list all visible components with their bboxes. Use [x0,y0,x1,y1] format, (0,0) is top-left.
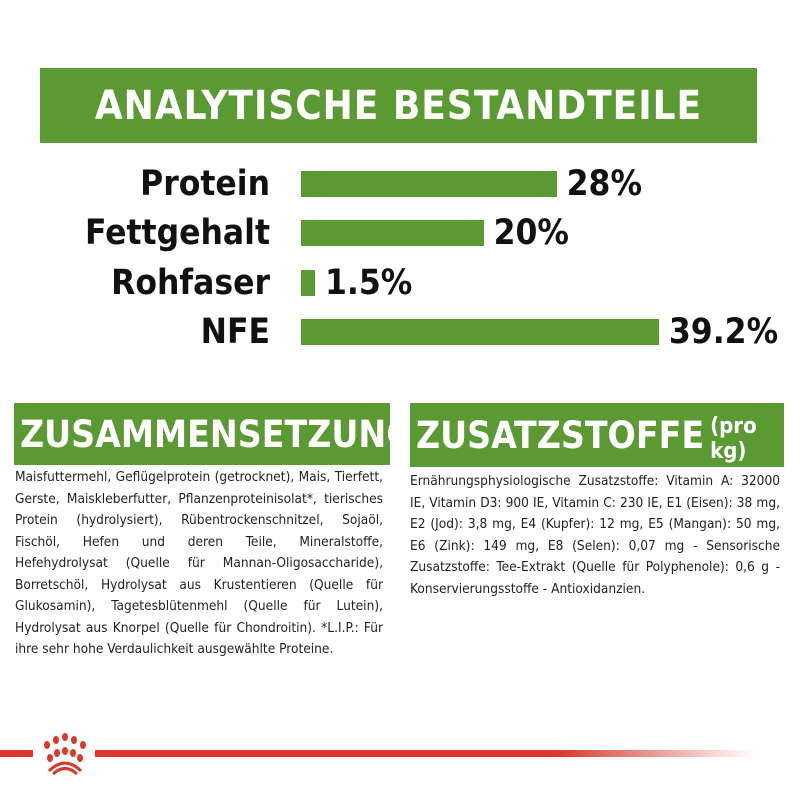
value-label: 28% [566,164,642,204]
additives-unit: (pro kg) [710,414,757,464]
category-label: Fettgehalt [85,213,270,253]
value-label: 20% [493,213,569,253]
bar [301,171,557,197]
category-label: Protein [140,164,270,204]
chart-row: Protein 28% [0,162,800,206]
crown-logo-icon [44,733,86,775]
composition-heading-banner: ZUSAMMENSETZUNG [14,403,414,465]
category-label: NFE [200,312,270,352]
composition-heading: ZUSAMMENSETZUNG [20,412,414,456]
value-label: 39.2% [668,312,779,352]
page-title: ANALYTISCHE BESTANDTEILE [94,82,703,129]
bar [301,220,484,246]
additives-heading: ZUSATZSTOFFE [416,413,705,457]
chart-row: Rohfaser 1.5% [0,261,800,305]
bar [301,270,315,296]
chart-row: NFE 39.2% [0,310,800,354]
composition-text: Maisfuttermehl, Geflügelprotein (getrock… [15,469,383,657]
footer-red-line-right [95,750,755,757]
additives-heading-banner: ZUSATZSTOFFE (pro kg) [410,403,784,467]
footer-red-line-left [0,750,33,757]
chart-row: Fettgehalt 20% [0,211,800,255]
category-label: Rohfaser [111,263,270,303]
value-label: 1.5% [325,263,413,303]
bar [301,319,659,345]
title-banner: ANALYTISCHE BESTANDTEILE [40,68,757,143]
additives-text: Ernährungsphysiologische Zusatzstoffe: V… [410,473,780,597]
